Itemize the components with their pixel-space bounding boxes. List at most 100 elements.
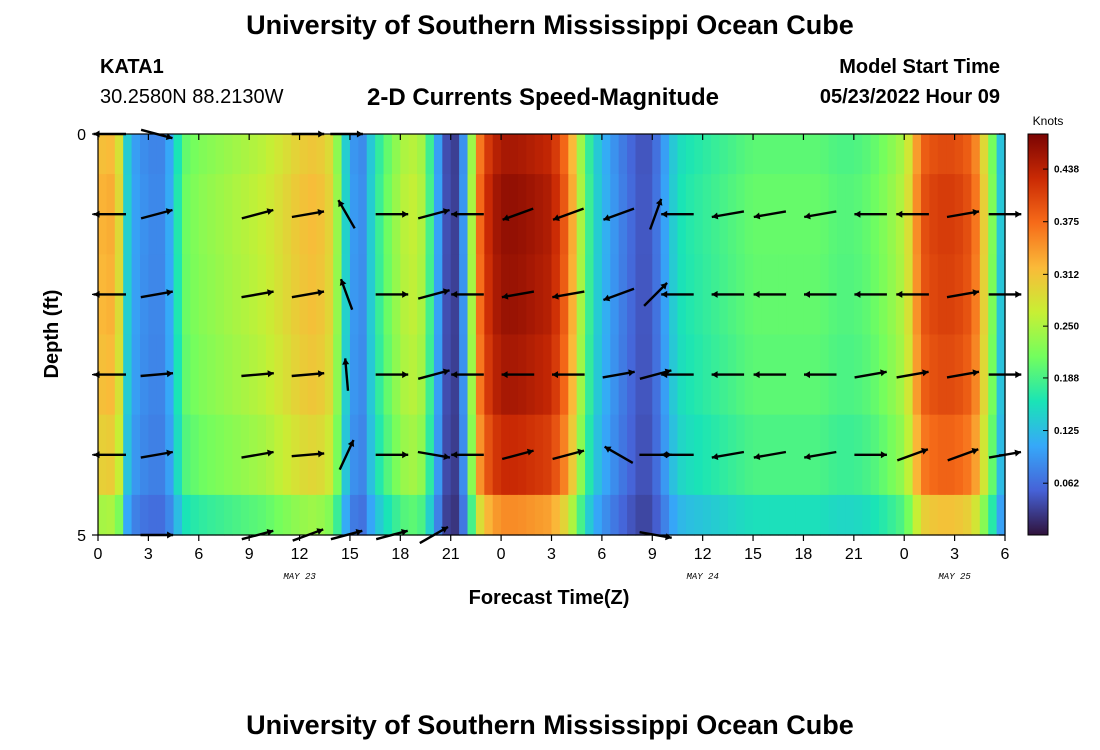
x-tick-label: 12: [694, 546, 712, 563]
heatmap-cell: [736, 494, 746, 536]
heatmap-cell: [694, 174, 704, 255]
heatmap-cell: [417, 334, 427, 416]
heatmap-cell: [265, 254, 275, 336]
heatmap-cell: [358, 334, 368, 416]
heatmap-cell: [139, 494, 149, 536]
current-vector-head: [526, 448, 534, 456]
heatmap-cell: [257, 494, 267, 536]
x-tick-label: 18: [795, 546, 813, 563]
heatmap-cell: [265, 134, 275, 175]
current-vector-head: [880, 451, 887, 459]
heatmap-cell: [610, 414, 620, 496]
heatmap-cell: [240, 414, 250, 496]
heatmap-cell: [937, 494, 947, 536]
heatmap-cell: [853, 334, 863, 416]
heatmap-cell: [786, 414, 796, 496]
current-vector-head: [355, 529, 363, 536]
current-vector-head: [441, 526, 448, 533]
current-vector-head: [451, 371, 458, 379]
heatmap-cell: [274, 174, 284, 255]
heatmap-cell: [408, 494, 418, 536]
heatmap-cell: [433, 494, 443, 536]
heatmap-cell: [803, 134, 813, 175]
heatmap-cell: [165, 414, 175, 496]
heatmap-cell: [543, 414, 553, 496]
heatmap-cell: [215, 254, 225, 336]
heatmap-cell: [299, 494, 309, 536]
heatmap-cell: [845, 134, 855, 175]
heatmap-cell: [366, 494, 376, 536]
heatmap-cell: [837, 494, 847, 536]
heatmap-cell: [610, 494, 620, 536]
heatmap-cell: [753, 494, 763, 536]
heatmap-cell: [912, 494, 922, 536]
heatmap-cell: [324, 254, 334, 336]
current-vector-head: [553, 214, 560, 221]
heatmap-cell: [543, 254, 553, 336]
heatmap-cell: [492, 494, 502, 536]
heatmap-cell: [795, 254, 805, 336]
heatmap-cell: [761, 494, 771, 536]
heatmap-cell: [408, 334, 418, 416]
heatmap-cell: [173, 334, 183, 416]
heatmap-cell: [979, 334, 989, 416]
heatmap-cell: [333, 254, 343, 336]
heatmap-cell: [929, 134, 939, 175]
heatmap-cell: [845, 174, 855, 255]
heatmap-cell: [568, 174, 578, 255]
heatmap-cell: [795, 414, 805, 496]
heatmap-cell: [375, 494, 385, 536]
heatmap-cell: [492, 174, 502, 255]
heatmap-cell: [114, 494, 124, 536]
heatmap-cell: [316, 254, 326, 336]
heatmap-cell: [475, 134, 485, 175]
heatmap-cell: [576, 254, 586, 336]
heatmap-cell: [660, 494, 670, 536]
heatmap-cell: [912, 414, 922, 496]
heatmap-cell: [887, 134, 897, 175]
heatmap-cell: [173, 174, 183, 255]
heatmap-cell: [971, 134, 981, 175]
heatmap-cell: [694, 254, 704, 336]
heatmap-cell: [702, 334, 712, 416]
heatmap-cell: [543, 174, 553, 255]
heatmap-cell: [971, 334, 981, 416]
heatmap-cell: [727, 134, 737, 175]
heatmap-cell: [727, 494, 737, 536]
heatmap-cell: [627, 134, 637, 175]
x-axis-label: Forecast Time(Z): [469, 587, 630, 609]
current-vector-head: [339, 279, 347, 286]
heatmap-cell: [190, 494, 200, 536]
heatmap-cell: [601, 134, 611, 175]
heatmap-cell: [341, 134, 351, 175]
heatmap-cell: [324, 494, 334, 536]
heatmap-cell: [240, 174, 250, 255]
heatmap-cell: [585, 414, 595, 496]
current-vector-head: [317, 289, 324, 297]
heatmap-cell: [299, 134, 309, 175]
current-vector-head: [442, 208, 450, 215]
heatmap-cell: [921, 414, 931, 496]
heatmap-cell: [778, 414, 788, 496]
heatmap-cell: [786, 494, 796, 536]
heatmap-cell: [635, 254, 645, 336]
x-tick-label: 15: [744, 546, 762, 563]
heatmap-cell: [223, 494, 233, 536]
heatmap-cell: [517, 494, 527, 536]
heatmap-cell: [223, 174, 233, 255]
heatmap-cell: [778, 134, 788, 175]
heatmap-cell: [173, 494, 183, 536]
current-vector-head: [711, 290, 718, 298]
heatmap-cell: [215, 134, 225, 175]
current-vector-head: [628, 369, 635, 377]
current-vector-head: [267, 370, 274, 378]
heatmap-cell: [937, 134, 947, 175]
current-vector-head: [402, 210, 409, 218]
x-tick-label: 15: [341, 546, 359, 563]
heatmap-cell: [282, 414, 292, 496]
heatmap-cell: [702, 254, 712, 336]
heatmap-cell: [484, 134, 494, 175]
current-vector-head: [577, 448, 584, 456]
heatmap-cell: [593, 494, 603, 536]
heatmap-cell: [484, 494, 494, 536]
